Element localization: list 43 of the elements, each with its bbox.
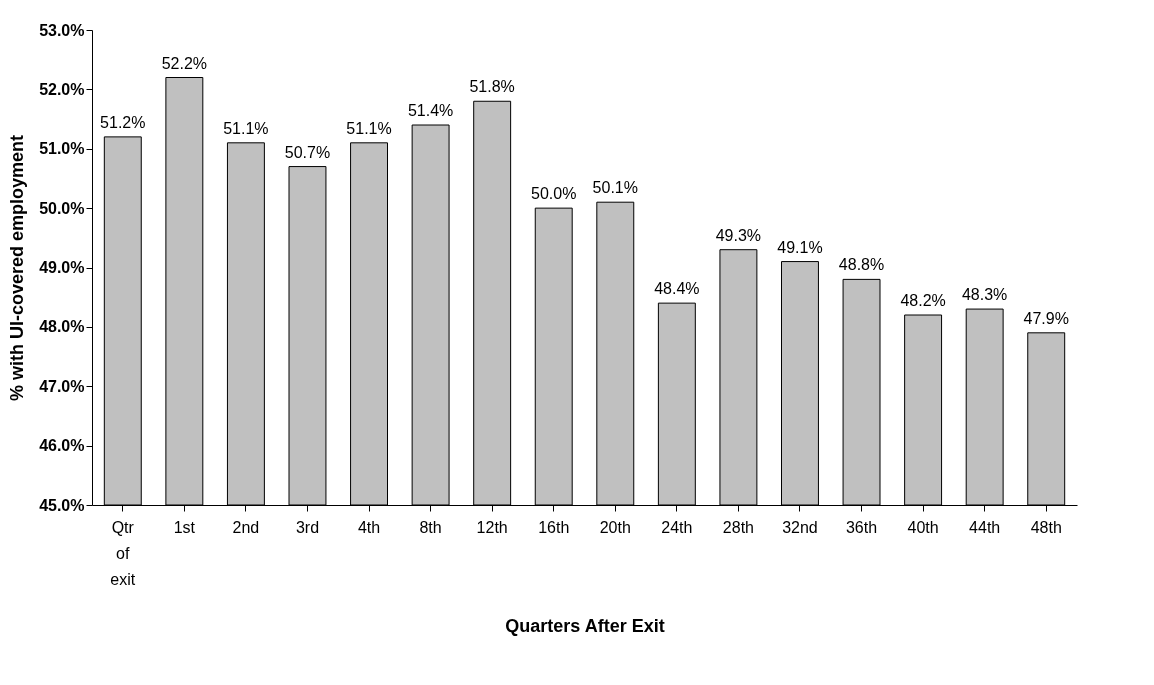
y-tick-label: 49.0% (39, 259, 85, 276)
data-label: 48.3% (961, 286, 1008, 304)
x-tick-label: 36th (845, 518, 878, 536)
data-label: 49.3% (715, 226, 762, 244)
y-tick-label: 53.0% (39, 21, 85, 39)
y-tick-label: 50.0% (39, 199, 85, 217)
x-tick-label: 4th (357, 518, 381, 536)
data-label: 51.1% (346, 119, 392, 137)
x-tick-label: 48th (1030, 518, 1062, 536)
y-tick-label: 48.0% (39, 318, 85, 336)
y-tick-label: 47.0% (39, 377, 85, 395)
data-label: 51.2% (100, 113, 146, 131)
data-label: 51.1% (223, 119, 269, 137)
x-tick-label: 1st (173, 518, 196, 536)
data-label: 47.9% (1023, 309, 1069, 327)
x-tick-label: 28th (722, 518, 754, 536)
x-tick-label: 8th (419, 518, 442, 536)
data-label: 50.1% (592, 179, 638, 197)
x-tick-label: 12th (476, 518, 508, 536)
x-tick-label: 20th (599, 518, 631, 536)
data-label: 52.2% (161, 54, 208, 72)
data-label: 48.4% (654, 280, 700, 298)
y-axis-title: % with UI-covered employment (7, 134, 28, 402)
y-tick-label: 46.0% (39, 437, 85, 455)
data-label: 50.7% (284, 143, 331, 161)
x-tick-label: 32nd (782, 518, 818, 536)
x-tick-label: 3rd (295, 518, 320, 536)
x-axis-title: Quarters After Exit (505, 615, 665, 636)
data-label: 51.8% (469, 78, 515, 96)
x-tick-label: 40th (907, 518, 939, 536)
data-label: 50.0% (531, 185, 577, 203)
data-label: 48.2% (900, 292, 946, 309)
x-tick-label: 2nd (232, 518, 260, 536)
x-tick-label: Qtr of exit (110, 518, 136, 588)
x-tick-label: 24th (661, 518, 693, 536)
data-label: 49.1% (777, 238, 823, 256)
y-tick-label: 45.0% (39, 496, 85, 514)
x-tick-label: 44th (969, 518, 1001, 536)
y-tick-label: 51.0% (39, 140, 85, 158)
x-tick-label: 16th (538, 518, 570, 536)
data-label: 51.4% (407, 102, 454, 119)
data-label: 48.8% (838, 256, 885, 274)
y-tick-label: 52.0% (39, 80, 85, 98)
